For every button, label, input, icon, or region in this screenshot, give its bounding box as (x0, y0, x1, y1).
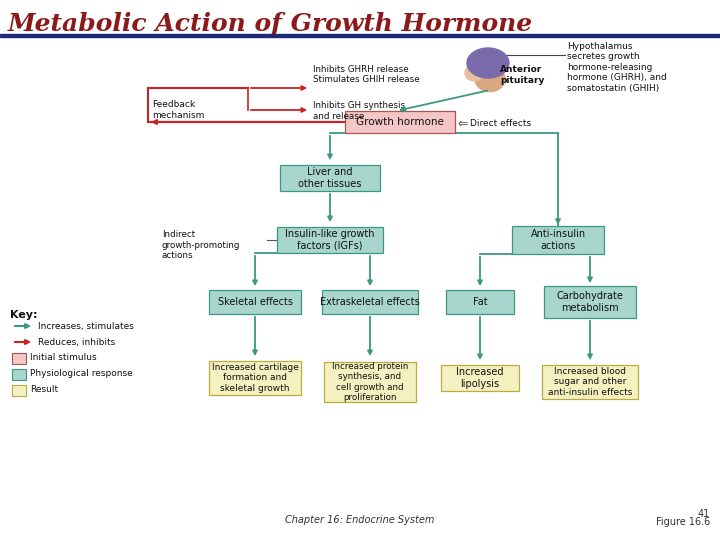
FancyBboxPatch shape (512, 226, 604, 254)
Text: Physiological response: Physiological response (30, 369, 132, 379)
Text: Key:: Key: (10, 310, 37, 320)
FancyBboxPatch shape (209, 361, 301, 395)
Text: Anti-insulin
actions: Anti-insulin actions (531, 229, 585, 251)
FancyBboxPatch shape (446, 290, 514, 314)
FancyBboxPatch shape (324, 362, 416, 402)
FancyBboxPatch shape (209, 290, 301, 314)
Text: Feedback
mechanism: Feedback mechanism (152, 100, 204, 120)
Text: Hypothalamus
secretes growth
hormone-releasing
hormone (GHRH), and
somatostatin : Hypothalamus secretes growth hormone-rel… (567, 42, 667, 92)
Bar (0, 33, 720, 37)
FancyBboxPatch shape (542, 365, 638, 399)
Text: Inhibits GH synthesis
and release: Inhibits GH synthesis and release (313, 102, 405, 121)
FancyBboxPatch shape (544, 286, 636, 318)
Text: Liver and
other tissues: Liver and other tissues (298, 167, 361, 189)
FancyBboxPatch shape (280, 165, 380, 191)
Text: Increased protein
synthesis, and
cell growth and
proliferation: Increased protein synthesis, and cell gr… (332, 362, 408, 402)
Text: Anterior
pituitary: Anterior pituitary (500, 65, 544, 85)
Text: ⇐: ⇐ (457, 118, 467, 131)
Text: Reduces, inhibits: Reduces, inhibits (38, 338, 115, 347)
Ellipse shape (465, 65, 483, 81)
Text: Growth hormone: Growth hormone (356, 117, 444, 127)
Text: Fat: Fat (473, 297, 487, 307)
Text: Chapter 16: Endocrine System: Chapter 16: Endocrine System (285, 515, 435, 525)
FancyBboxPatch shape (12, 369, 26, 380)
Text: Increases, stimulates: Increases, stimulates (38, 321, 134, 330)
Text: Increased
lipolysis: Increased lipolysis (456, 367, 504, 389)
Text: Skeletal effects: Skeletal effects (217, 297, 292, 307)
Text: Initial stimulus: Initial stimulus (30, 354, 96, 362)
Ellipse shape (475, 66, 505, 91)
Text: Insulin-like growth
factors (IGFs): Insulin-like growth factors (IGFs) (285, 229, 374, 251)
Text: Carbohydrate
metabolism: Carbohydrate metabolism (557, 291, 624, 313)
Ellipse shape (467, 48, 509, 78)
Text: Result: Result (30, 386, 58, 395)
Text: Increased cartilage
formation and
skeletal growth: Increased cartilage formation and skelet… (212, 363, 298, 393)
FancyBboxPatch shape (345, 111, 455, 133)
FancyBboxPatch shape (12, 353, 26, 364)
FancyBboxPatch shape (322, 290, 418, 314)
Text: Direct effects: Direct effects (470, 119, 531, 129)
Text: 41: 41 (698, 509, 710, 519)
Text: Indirect
growth-promoting
actions: Indirect growth-promoting actions (162, 230, 240, 260)
FancyBboxPatch shape (441, 365, 519, 391)
Text: Increased blood
sugar and other
anti-insulin effects: Increased blood sugar and other anti-ins… (548, 367, 632, 397)
Text: Extraskeletal effects: Extraskeletal effects (320, 297, 420, 307)
FancyBboxPatch shape (12, 385, 26, 396)
Text: Figure 16.6: Figure 16.6 (656, 517, 710, 527)
FancyBboxPatch shape (277, 227, 383, 253)
Text: Inhibits GHRH release
Stimulates GHIH release: Inhibits GHRH release Stimulates GHIH re… (313, 65, 420, 84)
Text: Metabolic Action of Growth Hormone: Metabolic Action of Growth Hormone (8, 12, 533, 36)
